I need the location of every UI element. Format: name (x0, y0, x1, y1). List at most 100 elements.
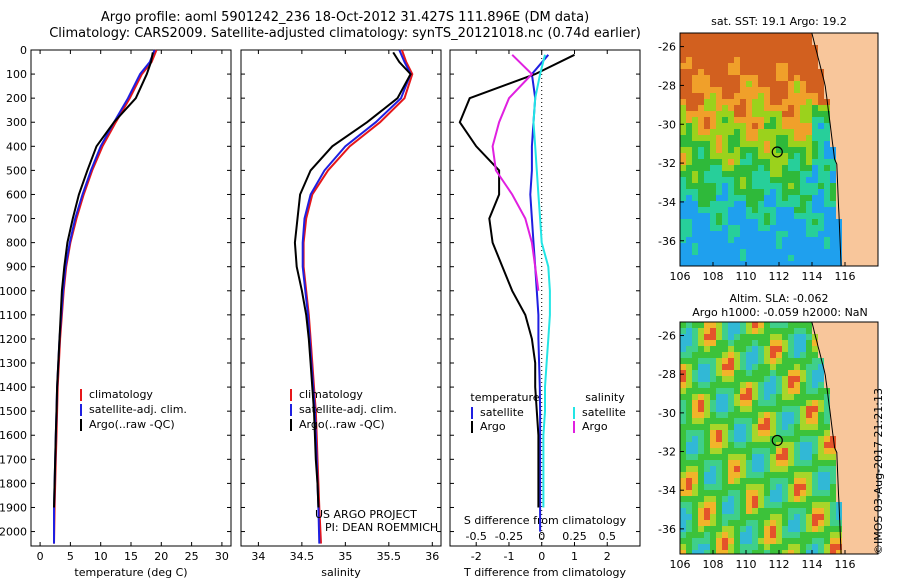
map-cell (824, 352, 830, 358)
map-cell (704, 496, 710, 502)
map-cell (758, 328, 764, 334)
map-cell (764, 189, 770, 195)
map-cell (794, 153, 800, 159)
map-cell (740, 424, 746, 430)
map-cell (860, 472, 866, 478)
map-cell (710, 189, 716, 195)
map-cell (812, 544, 818, 550)
map-cell (698, 502, 704, 508)
map-cell (872, 171, 878, 177)
map-cell (728, 261, 734, 266)
map-cell (824, 448, 830, 454)
map-cell (770, 448, 776, 454)
map-cell (722, 490, 728, 496)
map-cell (782, 328, 788, 334)
map-cell (758, 346, 764, 352)
map-cell (800, 544, 806, 550)
map-cell (848, 207, 854, 213)
map-cell (872, 490, 878, 496)
map-cell (830, 81, 836, 87)
salinity-xtick-label: 35.5 (377, 550, 402, 563)
map-cell (866, 183, 872, 189)
map-cell (794, 189, 800, 195)
map-cell (872, 219, 878, 225)
map-cell (710, 243, 716, 249)
map-cell (806, 123, 812, 129)
legend-label: satellite-adj. clim. (89, 403, 187, 416)
map-cell (692, 231, 698, 237)
map-cell (782, 364, 788, 370)
map-cell (746, 526, 752, 532)
map-cell (854, 201, 860, 207)
map-cell (854, 400, 860, 406)
map-cell (704, 129, 710, 135)
map-cell (842, 418, 848, 424)
map-cell (848, 460, 854, 466)
map-cell (758, 502, 764, 508)
map-cell (836, 183, 842, 189)
map-cell (752, 93, 758, 99)
map-cell (788, 370, 794, 376)
map-cell (782, 370, 788, 376)
map-cell (818, 394, 824, 400)
map-cell (716, 171, 722, 177)
map-cell (770, 538, 776, 544)
map-cell (704, 430, 710, 436)
map-cell (770, 322, 776, 328)
map-cell (860, 532, 866, 538)
map-cell (866, 45, 872, 51)
map-cell (812, 147, 818, 153)
map-cell (734, 328, 740, 334)
map-cell (782, 490, 788, 496)
map-cell (860, 394, 866, 400)
map-cell (800, 177, 806, 183)
map-cell (782, 502, 788, 508)
series-line-salinity-satellite (532, 54, 551, 508)
map-cell (854, 406, 860, 412)
map-cell (758, 195, 764, 201)
map-cell (692, 135, 698, 141)
map-cell (788, 520, 794, 526)
map-cell (740, 129, 746, 135)
figure-title-line2: Climatology: CARS2009. Satellite-adjuste… (49, 26, 641, 41)
map-cell (854, 99, 860, 105)
map-cell (686, 394, 692, 400)
map-cell (722, 75, 728, 81)
map-cell (704, 514, 710, 520)
map-cell (716, 135, 722, 141)
map-lon-tick-label: 114 (802, 558, 823, 571)
map-cell (698, 460, 704, 466)
map-cell (710, 526, 716, 532)
map-cell (830, 424, 836, 430)
map-cell (680, 502, 686, 508)
map-cell (722, 388, 728, 394)
map-cell (764, 147, 770, 153)
map-cell (812, 526, 818, 532)
map-cell (722, 496, 728, 502)
map-cell (776, 448, 782, 454)
map-cell (866, 514, 872, 520)
map-cell (818, 99, 824, 105)
map-cell (758, 93, 764, 99)
map-cell (860, 195, 866, 201)
map-cell (752, 550, 758, 554)
map-cell (680, 33, 686, 39)
map-cell (794, 418, 800, 424)
map-cell (836, 466, 842, 472)
map-cell (854, 346, 860, 352)
map-cell (704, 346, 710, 352)
map-cell (818, 261, 824, 266)
map-cell (752, 135, 758, 141)
map-cell (848, 255, 854, 261)
map-cell (854, 364, 860, 370)
map-cell (776, 472, 782, 478)
map-cell (872, 538, 878, 544)
map-cell (698, 207, 704, 213)
map-cell (854, 213, 860, 219)
map-cell (830, 219, 836, 225)
map-cell (764, 135, 770, 141)
map-cell (854, 141, 860, 147)
map-cell (686, 358, 692, 364)
map-cell (854, 105, 860, 111)
map-cell (716, 490, 722, 496)
